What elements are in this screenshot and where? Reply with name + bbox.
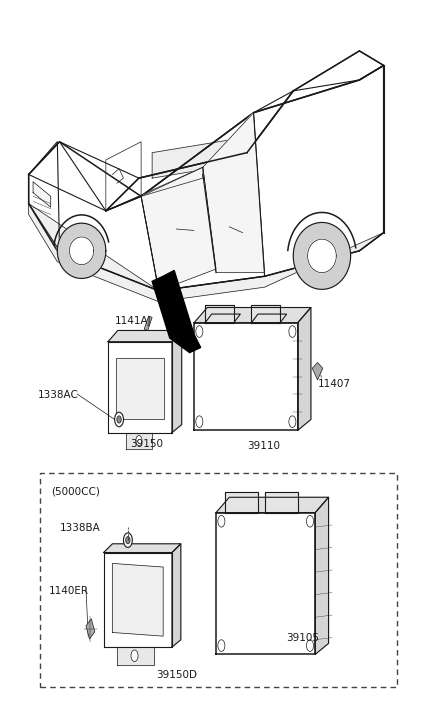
Circle shape (218, 640, 225, 651)
Circle shape (289, 326, 296, 337)
Polygon shape (308, 239, 336, 273)
Polygon shape (205, 314, 240, 323)
Polygon shape (315, 497, 329, 654)
Text: 1338AC: 1338AC (37, 390, 78, 400)
Polygon shape (108, 331, 182, 342)
Polygon shape (298, 308, 311, 430)
Circle shape (136, 435, 142, 446)
Polygon shape (104, 544, 181, 553)
Polygon shape (112, 563, 163, 636)
Text: 1338BA: 1338BA (60, 523, 100, 533)
Polygon shape (33, 182, 51, 207)
Polygon shape (116, 358, 164, 419)
Circle shape (196, 326, 203, 337)
Polygon shape (172, 544, 181, 647)
Bar (40, 473, 397, 687)
Polygon shape (251, 305, 280, 323)
Polygon shape (29, 204, 384, 302)
Text: (5000CC): (5000CC) (51, 486, 100, 497)
Polygon shape (86, 619, 95, 639)
Polygon shape (216, 513, 315, 654)
Polygon shape (251, 314, 287, 323)
Text: 1140ER: 1140ER (49, 586, 89, 596)
Polygon shape (141, 167, 216, 291)
Text: 39105: 39105 (287, 633, 320, 643)
Polygon shape (152, 270, 201, 353)
Polygon shape (152, 138, 240, 178)
Polygon shape (293, 222, 351, 289)
Polygon shape (205, 305, 234, 323)
Polygon shape (225, 492, 258, 513)
Circle shape (196, 416, 203, 427)
Polygon shape (265, 492, 298, 513)
Polygon shape (29, 142, 139, 211)
Polygon shape (106, 51, 384, 211)
Text: 39110: 39110 (247, 441, 280, 451)
Circle shape (131, 650, 138, 662)
Polygon shape (117, 647, 154, 665)
Circle shape (123, 533, 132, 547)
Circle shape (289, 416, 296, 427)
Polygon shape (216, 497, 329, 513)
Circle shape (218, 515, 225, 527)
Circle shape (306, 515, 314, 527)
Polygon shape (194, 308, 311, 323)
Circle shape (306, 640, 314, 651)
Polygon shape (108, 342, 172, 433)
Polygon shape (126, 433, 152, 449)
Polygon shape (29, 65, 384, 291)
Polygon shape (203, 113, 265, 273)
Polygon shape (312, 363, 323, 380)
Polygon shape (57, 223, 106, 278)
Polygon shape (172, 331, 182, 433)
Polygon shape (144, 316, 152, 331)
Circle shape (117, 416, 121, 423)
Text: 39150: 39150 (130, 439, 163, 449)
Polygon shape (194, 323, 298, 430)
Polygon shape (70, 237, 93, 265)
Text: 1141AJ: 1141AJ (115, 316, 151, 326)
Polygon shape (29, 142, 60, 251)
Polygon shape (104, 553, 172, 647)
Text: 39150D: 39150D (157, 670, 198, 680)
Text: 11407: 11407 (318, 379, 351, 389)
Circle shape (115, 412, 123, 427)
Circle shape (126, 537, 130, 544)
